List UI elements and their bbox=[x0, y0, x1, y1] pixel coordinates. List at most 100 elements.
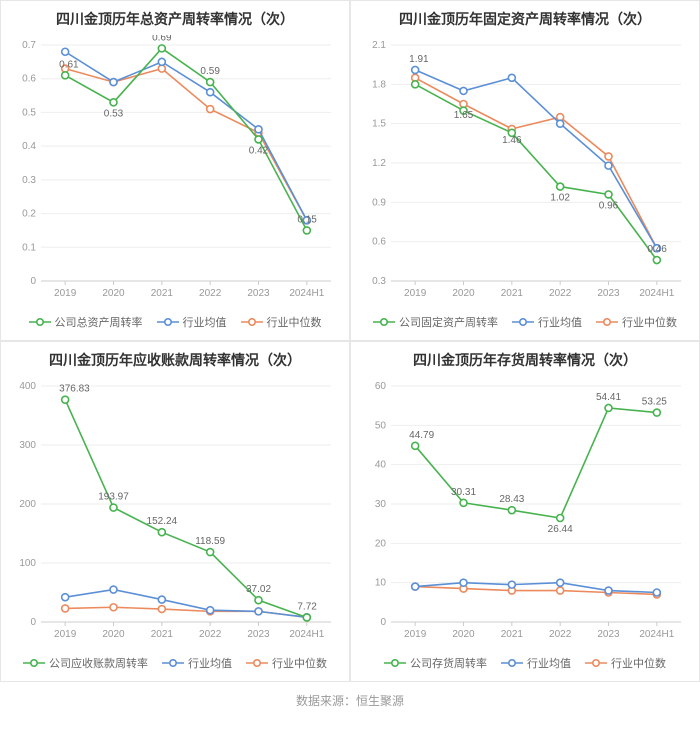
legend-label: 行业中位数 bbox=[272, 655, 327, 671]
chart-title: 四川金顶历年总资产周转率情况（次） bbox=[5, 9, 345, 29]
legend-label: 公司存货周转率 bbox=[410, 655, 487, 671]
svg-text:2021: 2021 bbox=[501, 288, 524, 299]
legend-label: 公司总资产周转率 bbox=[55, 314, 143, 330]
svg-text:0.3: 0.3 bbox=[22, 175, 36, 186]
svg-text:2024H1: 2024H1 bbox=[289, 288, 324, 299]
svg-text:2022: 2022 bbox=[549, 629, 572, 640]
svg-text:0: 0 bbox=[30, 276, 36, 287]
legend-item: 行业均值 bbox=[162, 655, 232, 671]
legend-item: 公司固定资产周转率 bbox=[373, 314, 498, 330]
legend-label: 公司固定资产周转率 bbox=[399, 314, 498, 330]
legend: 公司应收账款周转率 行业均值 行业中位数 bbox=[5, 651, 345, 677]
svg-text:0.9: 0.9 bbox=[372, 197, 386, 208]
svg-text:1.2: 1.2 bbox=[372, 158, 386, 169]
svg-text:2023: 2023 bbox=[597, 629, 620, 640]
svg-text:0.42: 0.42 bbox=[249, 145, 269, 156]
legend-label: 行业均值 bbox=[188, 655, 232, 671]
svg-text:1.91: 1.91 bbox=[409, 54, 429, 65]
svg-text:0.6: 0.6 bbox=[372, 237, 386, 248]
svg-text:2024H1: 2024H1 bbox=[639, 629, 674, 640]
svg-text:0.1: 0.1 bbox=[22, 242, 36, 253]
svg-text:2024H1: 2024H1 bbox=[639, 288, 674, 299]
legend-swatch-icon bbox=[23, 658, 45, 668]
svg-text:0: 0 bbox=[30, 617, 36, 628]
svg-text:2020: 2020 bbox=[452, 288, 475, 299]
svg-text:2019: 2019 bbox=[54, 288, 77, 299]
legend-item: 行业均值 bbox=[501, 655, 571, 671]
svg-text:2020: 2020 bbox=[452, 629, 475, 640]
legend-item: 行业中位数 bbox=[596, 314, 677, 330]
legend-swatch-icon bbox=[585, 658, 607, 668]
svg-text:2023: 2023 bbox=[597, 288, 620, 299]
legend-swatch-icon bbox=[373, 317, 395, 327]
svg-text:0.3: 0.3 bbox=[372, 276, 386, 287]
svg-text:0.2: 0.2 bbox=[22, 209, 36, 220]
chart-title: 四川金顶历年应收账款周转率情况（次） bbox=[5, 350, 345, 370]
svg-text:2021: 2021 bbox=[151, 629, 174, 640]
legend-swatch-icon bbox=[512, 317, 534, 327]
chart-receivables-turnover: 0100200300400201920202021202220232024H13… bbox=[5, 376, 345, 651]
svg-text:400: 400 bbox=[19, 381, 36, 392]
svg-text:0.46: 0.46 bbox=[647, 244, 667, 255]
panel-fixed-asset-turnover: 四川金顶历年固定资产周转率情况（次） 0.30.60.91.21.51.82.1… bbox=[350, 0, 700, 341]
charts-grid: 四川金顶历年总资产周转率情况（次） 0 0.1 0.2 0.3 0.4 0.5 0.6 0.7… bbox=[0, 0, 700, 682]
svg-text:26.44: 26.44 bbox=[548, 524, 573, 535]
panel-total-asset-turnover: 四川金顶历年总资产周转率情况（次） 0 0.1 0.2 0.3 0.4 0.5 0.6 0.7… bbox=[0, 0, 350, 341]
legend-swatch-icon bbox=[162, 658, 184, 668]
svg-text:0.6: 0.6 bbox=[22, 74, 36, 85]
legend-swatch-icon bbox=[501, 658, 523, 668]
svg-text:2022: 2022 bbox=[199, 629, 222, 640]
legend-item: 公司存货周转率 bbox=[384, 655, 487, 671]
legend-label: 行业中位数 bbox=[622, 314, 677, 330]
panel-inventory-turnover: 四川金顶历年存货周转率情况（次） 01020304050602019202020… bbox=[350, 341, 700, 682]
svg-text:2023: 2023 bbox=[247, 629, 270, 640]
svg-text:100: 100 bbox=[19, 558, 36, 569]
svg-text:0.7: 0.7 bbox=[22, 40, 36, 51]
svg-text:1.46: 1.46 bbox=[502, 135, 522, 146]
svg-text:54.41: 54.41 bbox=[596, 392, 621, 403]
svg-text:2.1: 2.1 bbox=[372, 40, 386, 51]
svg-text:1.8: 1.8 bbox=[372, 79, 386, 90]
svg-text:2020: 2020 bbox=[102, 288, 125, 299]
svg-text:0.53: 0.53 bbox=[104, 108, 124, 119]
svg-text:0.61: 0.61 bbox=[59, 59, 79, 70]
panel-receivables-turnover: 四川金顶历年应收账款周转率情况（次） 010020030040020192020… bbox=[0, 341, 350, 682]
svg-text:30: 30 bbox=[375, 499, 387, 510]
svg-text:193.97: 193.97 bbox=[98, 492, 129, 503]
legend-label: 公司应收账款周转率 bbox=[49, 655, 148, 671]
legend-item: 行业中位数 bbox=[246, 655, 327, 671]
svg-text:300: 300 bbox=[19, 440, 36, 451]
svg-text:50: 50 bbox=[375, 420, 387, 431]
svg-text:152.24: 152.24 bbox=[147, 516, 178, 527]
svg-text:376.83: 376.83 bbox=[59, 384, 90, 395]
svg-text:0.15: 0.15 bbox=[297, 214, 317, 225]
svg-text:40: 40 bbox=[375, 460, 387, 471]
legend: 公司存货周转率行业均值行业中位数 bbox=[355, 651, 695, 677]
svg-text:7.72: 7.72 bbox=[297, 601, 317, 612]
svg-text:2021: 2021 bbox=[501, 629, 524, 640]
legend-label: 行业中位数 bbox=[267, 314, 322, 330]
legend-label: 行业均值 bbox=[183, 314, 227, 330]
svg-text:53.25: 53.25 bbox=[642, 397, 667, 408]
svg-text:28.43: 28.43 bbox=[499, 494, 524, 505]
svg-text:44.79: 44.79 bbox=[409, 430, 434, 441]
svg-text:2022: 2022 bbox=[199, 288, 222, 299]
svg-text:0.5: 0.5 bbox=[22, 107, 36, 118]
svg-text:2019: 2019 bbox=[404, 629, 427, 640]
legend-swatch-icon bbox=[246, 658, 268, 668]
svg-text:2021: 2021 bbox=[151, 288, 174, 299]
legend-swatch-icon bbox=[29, 317, 51, 327]
svg-text:60: 60 bbox=[375, 381, 387, 392]
legend-item: 行业均值 bbox=[512, 314, 582, 330]
legend-item: 行业中位数 bbox=[241, 314, 322, 330]
svg-text:118.59: 118.59 bbox=[195, 536, 225, 547]
svg-text:0.4: 0.4 bbox=[22, 141, 36, 152]
legend-swatch-icon bbox=[596, 317, 618, 327]
legend-swatch-icon bbox=[241, 317, 263, 327]
svg-text:2020: 2020 bbox=[102, 629, 125, 640]
svg-text:0.69: 0.69 bbox=[152, 35, 172, 43]
svg-text:0.59: 0.59 bbox=[200, 66, 220, 77]
chart-inventory-turnover: 0102030405060201920202021202220232024H14… bbox=[355, 376, 695, 651]
svg-text:1.5: 1.5 bbox=[372, 119, 386, 130]
legend-item: 行业中位数 bbox=[585, 655, 666, 671]
